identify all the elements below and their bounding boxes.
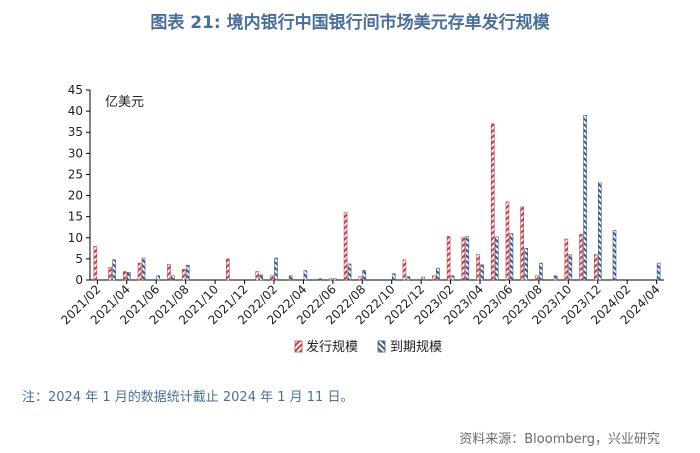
legend-swatch-maturity — [377, 340, 386, 353]
bar-maturity — [539, 262, 543, 281]
bar-maturity — [553, 275, 558, 281]
bar-maturity — [656, 262, 661, 281]
y-tick-label: 15 — [68, 210, 83, 224]
bar-maturity — [156, 275, 161, 281]
source-credit: 资料来源：Bloomberg，兴业研究 — [459, 432, 660, 447]
bar-issue — [579, 234, 583, 281]
bar-maturity — [141, 257, 146, 281]
bar-issue — [358, 276, 363, 281]
bar-issue — [270, 275, 274, 281]
x-axis: 2021/022021/042021/062021/082021/102021/… — [58, 279, 664, 327]
bar-issue — [520, 206, 524, 281]
bar-issue — [226, 258, 230, 281]
bar-maturity — [480, 264, 484, 281]
bar-maturity — [421, 276, 425, 281]
legend-label-maturity: 到期规模 — [390, 340, 442, 355]
bar-maturity — [126, 272, 131, 281]
bar-issue — [593, 254, 598, 281]
bar-maturity — [597, 182, 602, 281]
bar-issue — [137, 262, 142, 281]
unit-label: 亿美元 — [105, 95, 144, 110]
bar-maturity — [318, 278, 322, 281]
bar-maturity — [436, 267, 440, 281]
bar-maturity — [362, 269, 367, 281]
y-tick-label: 25 — [68, 167, 83, 181]
bar-maturity — [612, 229, 617, 281]
bar-maturity — [524, 248, 528, 281]
bar-maturity — [333, 278, 337, 281]
y-tick-label: 40 — [68, 104, 83, 118]
bar-issue — [535, 275, 539, 281]
bar-issue — [93, 245, 98, 281]
bar-maturity — [288, 275, 293, 281]
bar-maturity — [303, 270, 308, 281]
bar-maturity — [259, 274, 264, 281]
legend-swatch-issue — [294, 340, 303, 353]
bar-maturity — [450, 275, 455, 281]
bar-maturity — [568, 254, 573, 281]
bar-maturity — [171, 275, 175, 281]
bar-maturity — [583, 115, 587, 281]
bar-maturity — [347, 263, 352, 281]
y-tick-label: 5 — [75, 252, 83, 266]
bar-maturity — [465, 236, 470, 281]
bar-maturity — [509, 233, 514, 281]
bar-issue — [432, 275, 436, 281]
bar-issue — [446, 236, 451, 281]
bar-issue — [122, 271, 127, 281]
legend: 发行规模 到期规模 — [294, 339, 442, 355]
y-tick-label: 35 — [68, 125, 83, 139]
bar-maturity — [494, 236, 499, 281]
y-tick-label: 0 — [75, 273, 83, 287]
y-tick-label: 10 — [68, 231, 83, 245]
bar-issue — [329, 278, 333, 281]
bar-maturity — [274, 257, 278, 281]
bar-issue — [564, 238, 569, 281]
y-tick-label: 20 — [68, 189, 83, 203]
footnote: 注：2024 年 1 月的数据统计截止 2024 年 1 月 11 日。 — [22, 390, 354, 405]
legend-label-issue: 发行规模 — [306, 339, 358, 355]
bar-issue — [343, 212, 348, 281]
bar-issue — [461, 237, 466, 281]
bar-maturity — [406, 276, 411, 281]
bar-maturity — [391, 273, 396, 281]
bar-maturity — [112, 259, 116, 281]
chart-title: 图表 21: 境内银行中国银行间市场美元存单发行规模 — [150, 13, 550, 33]
bar-issue — [490, 123, 495, 281]
bar-issue — [167, 264, 171, 281]
y-tick-label: 45 — [68, 83, 83, 97]
bars — [93, 115, 661, 281]
bar-issue — [476, 254, 480, 281]
bar-issue — [108, 267, 112, 281]
y-tick-label: 30 — [68, 146, 83, 160]
y-axis: 0 5 10 15 20 25 30 35 40 45 — [68, 83, 91, 287]
bar-issue — [402, 259, 407, 281]
bar-issue — [255, 271, 260, 281]
bar-issue — [181, 269, 186, 281]
bar-issue — [505, 201, 510, 281]
bar-maturity — [185, 264, 190, 281]
